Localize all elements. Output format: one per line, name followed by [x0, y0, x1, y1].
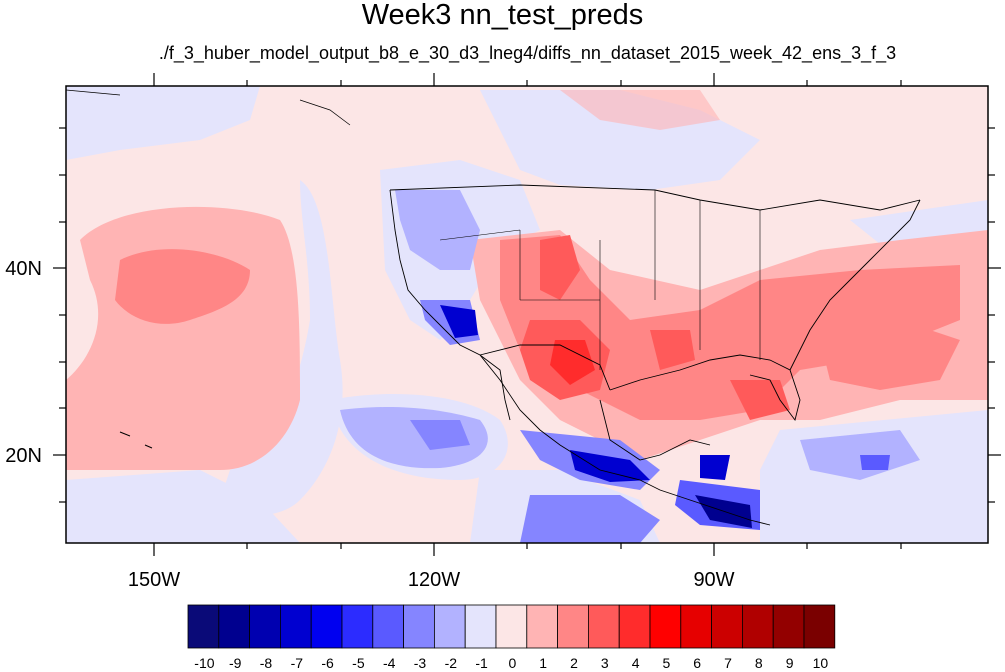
colorbar-swatch: [218, 604, 251, 649]
field-region: [540, 235, 580, 300]
field-region: [66, 470, 300, 543]
colorbar-label: -3: [414, 655, 427, 671]
colorbar-label: -7: [291, 655, 304, 671]
field-region: [560, 90, 720, 130]
colorbar-label: -4: [383, 655, 396, 671]
colorbar-swatch: [680, 604, 712, 649]
colorbar-label: 7: [724, 655, 732, 671]
colorbar-swatch: [403, 604, 435, 649]
colorbar-label: 9: [786, 655, 794, 671]
field-region: [395, 190, 480, 270]
field-region: [820, 320, 960, 390]
colorbar-label: 0: [509, 655, 517, 671]
field-region: [220, 180, 343, 515]
colorbar-swatch: [433, 604, 466, 649]
colorbar-label: -6: [321, 655, 334, 671]
chart-title: Week3 nn_test_preds: [361, 0, 644, 31]
lon-label-150w: 150W: [128, 569, 180, 591]
colorbar-swatch: [341, 604, 374, 649]
colorbar: -10 -9 -8 -7 -6 -5 -4 -3 -2 -1 0 1 2 3 4 5 6 7 8 9 10: [187, 604, 836, 671]
pacific-coast: [389, 189, 771, 526]
colorbar-label: -10: [194, 655, 214, 671]
chart-subtitle: ./f_3_huber_model_output_b8_e_30_d3_lneg…: [158, 43, 897, 63]
colorbar-label: 1: [539, 655, 547, 671]
colorbar-label: -2: [445, 655, 458, 671]
anomaly-field: [66, 86, 988, 543]
field-region: [440, 305, 478, 338]
field-region: [410, 420, 470, 450]
colorbar-label: 2: [570, 655, 578, 671]
colorbar-swatch: [557, 604, 589, 649]
colorbar-swatch: [742, 604, 774, 649]
field-region: [650, 330, 695, 370]
coastlines: [66, 89, 921, 526]
colorbar-label: 5: [663, 655, 671, 671]
lon-label-120w: 120W: [408, 569, 460, 591]
field-region: [66, 86, 260, 160]
atlantic-coast: [789, 199, 921, 371]
colorbar-label: -9: [229, 655, 242, 671]
colorbar-swatch: [187, 604, 220, 649]
colorbar-swatch: [279, 604, 312, 649]
canada-border: [389, 184, 921, 211]
colorbar-swatch: [526, 604, 558, 649]
colorbar-label: 8: [755, 655, 763, 671]
field-region: [500, 235, 960, 420]
hawaii-islands: [119, 431, 153, 449]
colorbar-label: -8: [260, 655, 273, 671]
field-region: [700, 455, 730, 480]
colorbar-swatch: [649, 604, 682, 649]
field-region: [570, 450, 650, 482]
colorbar-swatch: [588, 604, 620, 649]
colorbar-label: 10: [813, 655, 829, 671]
lon-label-90w: 90W: [693, 569, 734, 591]
colorbar-swatch: [249, 604, 281, 649]
colorbar-swatch: [803, 604, 836, 649]
colorbar-swatch: [464, 604, 497, 649]
colorbar-swatch: [618, 604, 651, 649]
colorbar-swatch: [772, 604, 805, 649]
colorbar-label: 3: [601, 655, 609, 671]
colorbar-label: 4: [632, 655, 640, 671]
mexico-gulf-coast: [599, 399, 711, 461]
colorbar-swatch: [711, 604, 743, 649]
colorbar-label: 6: [693, 655, 701, 671]
state-borders: [439, 190, 761, 370]
gulf-coast: [609, 354, 801, 422]
field-region: [860, 455, 890, 470]
colorbar-swatch: [372, 604, 404, 649]
colorbar-swatch: [310, 604, 343, 649]
colorbar-label: -1: [475, 655, 488, 671]
baja-coast: [479, 354, 511, 421]
axis-ticks: [53, 73, 1001, 556]
field-region: [760, 410, 988, 543]
field-region: [550, 340, 595, 385]
lat-label-20n: 20N: [5, 445, 42, 467]
colorbar-label: -5: [352, 655, 365, 671]
field-region: [66, 206, 300, 470]
alaska-coast: [66, 89, 351, 126]
mexico-border: [479, 344, 611, 391]
lat-label-40n: 40N: [5, 258, 42, 280]
colorbar-swatch: [495, 604, 528, 649]
field-region: [115, 249, 250, 324]
field-region: [520, 495, 660, 543]
